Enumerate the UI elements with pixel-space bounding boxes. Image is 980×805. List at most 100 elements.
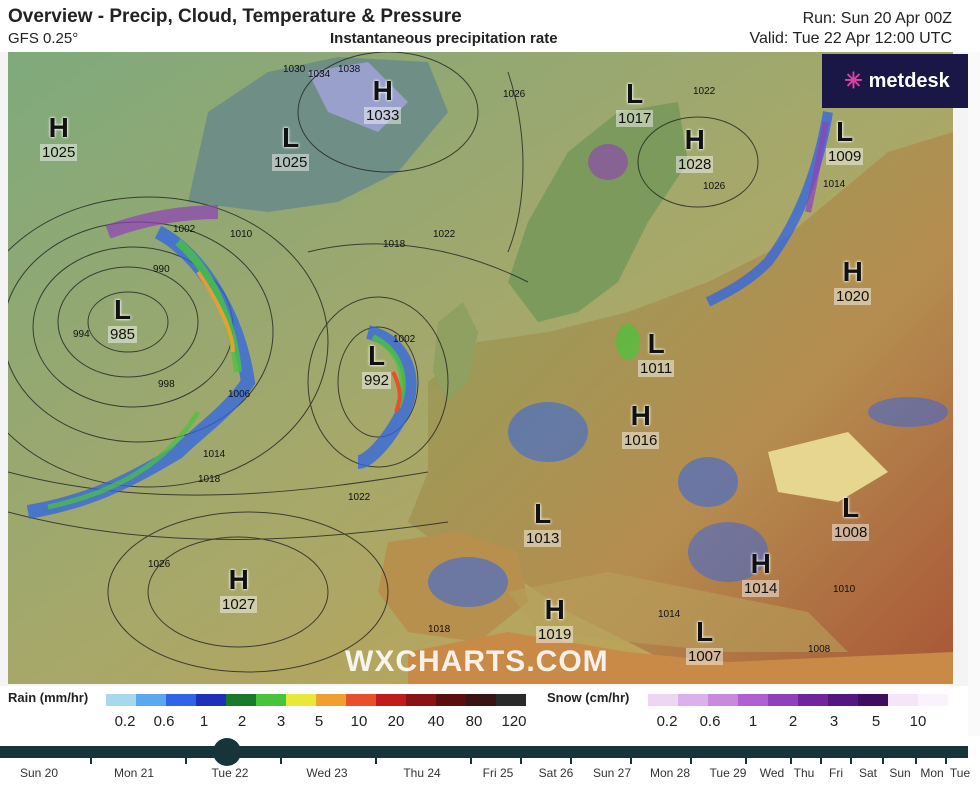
timeline-track[interactable] [0, 746, 968, 758]
isobar-label: 1038 [338, 64, 361, 75]
day-label[interactable]: Thu [793, 766, 815, 780]
day-label[interactable]: Sat [858, 766, 878, 780]
rain-tick: 2 [237, 713, 247, 730]
day-label[interactable]: Fri [829, 766, 843, 780]
isobar-label: 990 [153, 264, 170, 275]
pressure-value: 1017 [616, 110, 654, 127]
pressure-type: H [630, 400, 651, 431]
day-label[interactable]: Wed [759, 766, 785, 780]
rain-tick: 40 [427, 713, 445, 730]
day-label[interactable]: Thu 24 [403, 766, 441, 780]
snow-tick: 5 [871, 713, 881, 730]
pressure-centre-low: L 1007 [686, 616, 724, 665]
scale-swatch [106, 694, 136, 706]
pressure-centre-low: L 1017 [616, 80, 654, 127]
pressure-type: L [842, 492, 860, 523]
scale-swatch [738, 694, 768, 706]
pressure-type: L [367, 340, 386, 371]
snow-tick: 1 [748, 713, 758, 730]
scale-swatch [828, 694, 858, 706]
pressure-centre-low: L 1011 [638, 330, 675, 377]
isobar-labels: 990 994 998 1002 1006 1010 1014 1018 102… [73, 64, 856, 655]
day-label[interactable]: Mon 21 [113, 766, 155, 780]
isobar-label: 1026 [503, 89, 526, 100]
isobar-label: 1022 [348, 492, 371, 503]
timeline-handle[interactable] [213, 738, 241, 766]
pressure-value: 1011 [638, 360, 675, 377]
rain-tick: 10 [350, 713, 368, 730]
day-label[interactable]: Tue [949, 766, 971, 780]
map-canvas: 990 994 998 1002 1006 1010 1014 1018 102… [8, 52, 953, 684]
pressure-value: 992 [362, 372, 392, 389]
scale-swatch [286, 694, 316, 706]
day-label[interactable]: Mon 28 [649, 766, 691, 780]
day-label[interactable]: Sun 27 [592, 766, 632, 780]
scale-swatch [436, 694, 466, 706]
pressure-type: H [750, 548, 771, 579]
pressure-value: 1025 [40, 144, 78, 161]
day-label[interactable]: Tue 22 [211, 766, 249, 780]
pressure-value: 1033 [364, 107, 402, 124]
scale-swatch [798, 694, 828, 706]
pressure-type: L [113, 294, 132, 325]
scale-swatch [858, 694, 888, 706]
logo-text: metdesk [868, 69, 950, 92]
snow-color-scale [648, 694, 948, 706]
isobar-label: 1026 [703, 181, 726, 192]
pressure-centre-high: H 1033 [364, 77, 402, 124]
day-label[interactable]: Sat 26 [538, 766, 574, 780]
pressure-value: 1019 [536, 626, 574, 643]
isobar-label: 1022 [433, 229, 456, 240]
pressure-value: 1007 [686, 648, 724, 665]
run-time: Run: Sun 20 Apr 00Z [802, 10, 952, 27]
pressure-value: 1020 [834, 288, 872, 305]
precipitation [26, 111, 948, 607]
forecast-timeline[interactable]: Sun 20 Mon 21 Tue 22 Wed 23 Thu 24 Fri 2… [0, 736, 980, 805]
weather-map: 990 994 998 1002 1006 1010 1014 1018 102… [8, 52, 953, 684]
snow-tick: 0.2 [656, 713, 678, 730]
pressure-type: H [228, 564, 249, 595]
pressure-value: 1014 [742, 580, 780, 597]
pressure-type: L [696, 616, 714, 647]
pressure-type: H [842, 256, 863, 287]
scandinavia-landmass [508, 102, 688, 322]
isobar-label: 1002 [173, 224, 196, 235]
pressure-centre-low: L 1009 [826, 118, 864, 165]
black-sea [768, 432, 888, 502]
scale-swatch [708, 694, 738, 706]
scale-swatch [316, 694, 346, 706]
rain-color-scale [106, 694, 526, 706]
isobar-label: 1026 [148, 559, 171, 570]
snow-tick: 3 [829, 713, 839, 730]
scale-swatch [226, 694, 256, 706]
pressure-value: 1008 [832, 524, 870, 541]
pressure-value: 1016 [622, 432, 660, 449]
pressure-centre-high: H 1028 [676, 126, 714, 173]
snow-tick: 10 [909, 713, 927, 730]
scale-swatch [196, 694, 226, 706]
isobar-label: 994 [73, 329, 90, 340]
day-label[interactable]: Sun 20 [19, 766, 59, 780]
pressure-centre-low: L 985 [108, 294, 138, 343]
rain-legend-title: Rain (mm/hr) [8, 690, 89, 705]
day-label[interactable]: Mon [920, 766, 944, 780]
isobar-label: 1008 [808, 644, 831, 655]
isobar-label: 1022 [693, 86, 716, 97]
day-label[interactable]: Tue 29 [709, 766, 747, 780]
scale-swatch [768, 694, 798, 706]
day-label[interactable]: Fri 25 [482, 766, 514, 780]
snow-tick: 0.6 [699, 713, 721, 730]
scrollbar[interactable] [968, 52, 980, 736]
rain-tick: 5 [314, 713, 324, 730]
rain-tick: 1 [199, 713, 209, 730]
day-label[interactable]: Wed 23 [306, 766, 348, 780]
mediterranean-sea [508, 572, 848, 652]
pressure-value: 1028 [676, 156, 714, 173]
watermark: WXCHARTS.COM [345, 645, 609, 678]
pressure-value: 1013 [524, 530, 562, 547]
day-label[interactable]: Sun [889, 766, 911, 780]
isobar-label: 1034 [308, 69, 331, 80]
pressure-centre-high: H 1020 [834, 256, 872, 305]
snow-tick: 2 [788, 713, 798, 730]
europe-landmass [408, 132, 953, 684]
